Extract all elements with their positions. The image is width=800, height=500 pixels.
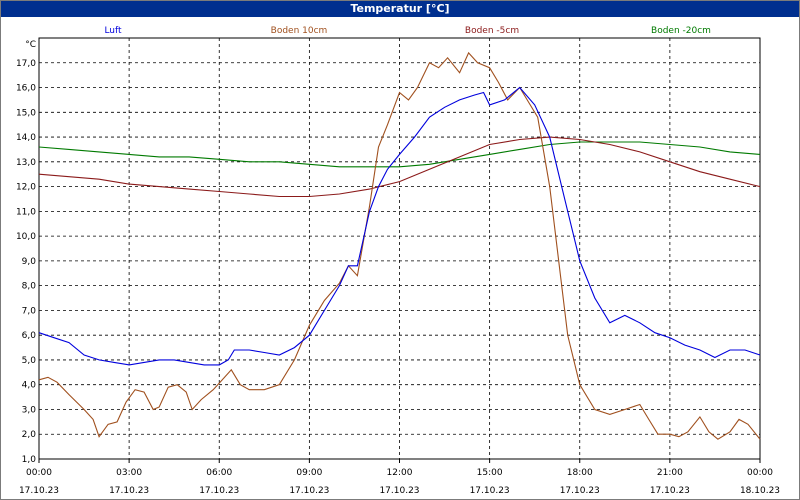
x-tick-date: 17.10.23	[109, 486, 149, 496]
y-tick-label: 16,0	[16, 84, 36, 94]
x-tick-date: 17.10.23	[470, 486, 510, 496]
y-tick-label: 1,0	[22, 455, 37, 465]
legend-entry-boden-5cm: Boden -5cm	[465, 26, 519, 36]
series-line-boden-20cm	[38, 141, 761, 168]
y-tick-label: 11,0	[16, 207, 36, 217]
y-tick-label: 15,0	[16, 108, 36, 118]
x-tick-date: 17.10.23	[19, 486, 59, 496]
x-tick-date: 17.10.23	[650, 486, 690, 496]
x-tick-time: 00:00	[26, 468, 52, 478]
y-tick-label: 10,0	[16, 232, 36, 242]
y-tick-label: 12,0	[16, 183, 36, 193]
y-tick-label: 3,0	[22, 405, 37, 415]
x-tick-time: 15:00	[477, 468, 503, 478]
x-tick-time: 21:00	[657, 468, 683, 478]
legend-entry-boden-10cm: Boden 10cm	[271, 26, 328, 36]
y-tick-label: 6,0	[22, 331, 37, 341]
x-tick-time: 18:00	[567, 468, 593, 478]
y-tick-label: 4,0	[22, 381, 37, 391]
series-line-boden-5cm	[38, 136, 761, 198]
legend-entry-boden-20cm: Boden -20cm	[651, 26, 711, 36]
x-tick-time: 00:00	[747, 468, 773, 478]
y-tick-label: 8,0	[22, 282, 37, 292]
x-tick-time: 06:00	[206, 468, 232, 478]
y-tick-label: 2,0	[22, 430, 37, 440]
y-tick-label: 14,0	[16, 133, 36, 143]
legend-entry-luft: Luft	[104, 26, 122, 36]
x-tick-time: 09:00	[296, 468, 322, 478]
x-tick-date: 17.10.23	[560, 486, 600, 496]
y-tick-label: 5,0	[22, 356, 37, 366]
x-tick-date: 17.10.23	[289, 486, 329, 496]
y-tick-label: 17,0	[16, 59, 36, 69]
chart-title: Temperatur [°C]	[1, 1, 799, 17]
y-unit-label: °C	[25, 40, 36, 50]
series-line-boden-10cm	[38, 51, 761, 440]
series-line-luft	[38, 86, 761, 366]
y-tick-label: 9,0	[22, 257, 37, 267]
x-tick-date: 17.10.23	[199, 486, 239, 496]
x-tick-date: 18.10.23	[740, 486, 780, 496]
x-tick-time: 03:00	[116, 468, 142, 478]
x-tick-date: 17.10.23	[379, 486, 419, 496]
x-tick-time: 12:00	[387, 468, 413, 478]
y-tick-label: 7,0	[22, 306, 37, 316]
y-tick-label: 13,0	[16, 158, 36, 168]
